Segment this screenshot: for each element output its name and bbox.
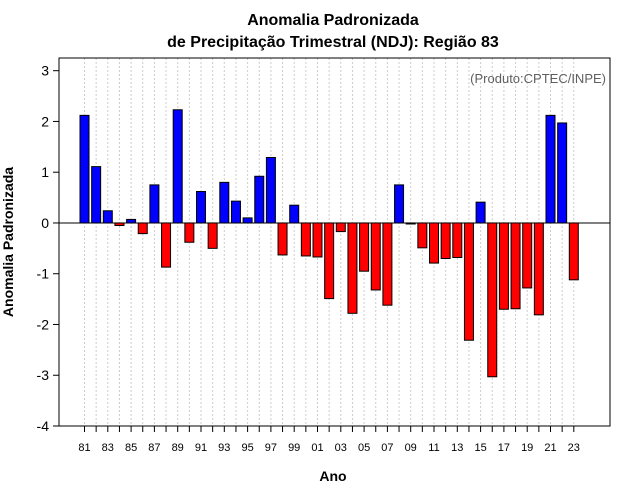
bar-09 [405,222,416,225]
bar-90 [184,222,195,243]
y-tick-label: -4 [37,418,50,434]
x-tick-label: 97 [265,442,277,454]
bar-92 [207,222,218,249]
bar-23 [568,222,579,281]
bar-22 [557,122,568,224]
y-tick-label: -3 [37,367,50,383]
x-tick-label: 95 [241,442,253,454]
bar-17 [498,222,509,310]
bar-87 [149,184,160,224]
x-tick-label: 07 [381,442,393,454]
bar-84 [114,222,125,227]
bar-99 [289,204,300,224]
bar-86 [137,222,148,235]
bar-03 [335,222,346,233]
x-tick-label: 17 [498,442,510,454]
x-tick-label: 13 [451,442,463,454]
x-axis-label: Ano [319,468,346,484]
bar-series [79,109,579,378]
bar-88 [161,222,172,268]
bar-01 [312,222,323,258]
x-tick-label: 93 [218,442,230,454]
chart-title-line-1: Anomalia Padronizada [247,12,419,29]
bar-06 [370,222,381,291]
bar-18 [510,222,521,310]
x-tick-label: 87 [148,442,160,454]
credit-label: (Produto:CPTEC/INPE) [470,71,606,86]
bar-05 [359,222,370,272]
bar-11 [429,222,439,264]
x-tick-label: 21 [544,442,556,454]
y-tick-label: 2 [41,113,49,129]
bar-02 [324,222,335,300]
bar-15 [475,201,486,224]
bar-93 [219,181,230,224]
bar-21 [545,114,556,224]
bar-97 [265,156,276,224]
x-tick-label: 05 [358,442,370,454]
x-tick-label: 03 [335,442,347,454]
x-tick-label: 91 [195,442,207,454]
bar-12 [440,222,451,259]
x-tick-label: 15 [474,442,486,454]
x-axis: 81 83 85 87 89 91 93 95 97 99 01 03 05 07 09 11 13 15 17 19… [78,426,580,454]
bar-13 [452,222,463,258]
bar-82 [91,166,102,224]
y-tick-label: 0 [41,215,49,231]
x-tick-label: 81 [78,442,90,454]
bar-19 [522,222,533,289]
x-tick-label: 11 [428,442,439,454]
x-tick-label: 01 [311,442,323,454]
bar-81 [79,114,90,224]
x-tick-label: 23 [568,442,580,454]
bar-83 [102,210,113,224]
plot-frame [58,57,611,427]
bar-98 [277,222,288,256]
x-tick-label: 99 [288,442,300,454]
bar-91 [196,190,206,224]
bar-96 [254,175,265,224]
bar-00 [300,222,311,257]
y-tick-label: 3 [41,63,49,79]
bar-04 [347,222,358,314]
x-tick-label: 09 [405,442,417,454]
bar-14 [463,222,474,341]
x-tick-label: 83 [102,442,114,454]
bar-08 [394,184,405,224]
bar-16 [487,222,498,378]
bar-95 [242,217,253,224]
bar-94 [230,200,241,224]
chart-title-line-2: de Precipitação Trimestral (NDJ): Região… [167,34,499,51]
bar-20 [533,222,544,316]
bar-10 [417,222,428,249]
bar-89 [172,109,183,224]
y-axis: -4 -3 -2 -1 0 1 2 3 [37,63,59,434]
x-tick-label: 85 [125,442,137,454]
bar-85 [126,218,137,224]
y-tick-label: -2 [37,316,50,332]
y-tick-label: 1 [41,164,49,180]
bar-07 [382,222,393,306]
x-tick-label: 89 [172,442,184,454]
y-axis-label: Anomalia Padronizada [0,167,16,317]
x-tick-label: 19 [521,442,533,454]
y-tick-label: -1 [37,266,50,282]
